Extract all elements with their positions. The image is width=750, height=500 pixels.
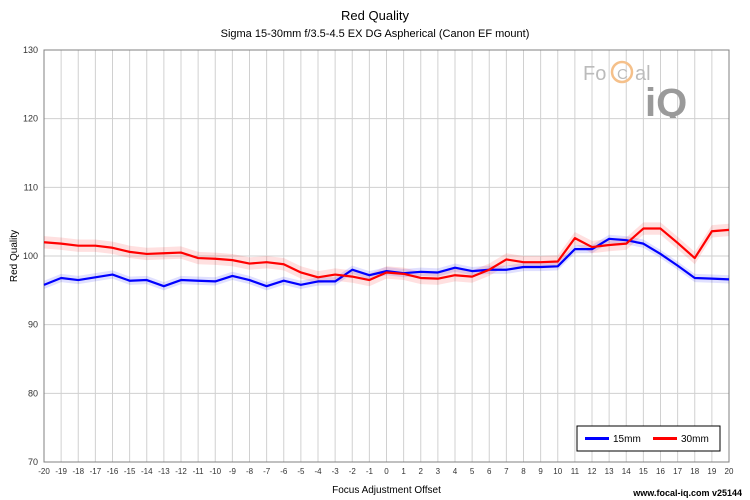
x-tick-label: 7 xyxy=(504,467,509,476)
logo-c: C xyxy=(617,66,628,83)
x-tick-label: -18 xyxy=(72,467,84,476)
x-tick-label: 8 xyxy=(521,467,526,476)
focal-iq-logo: Fo C al iQ xyxy=(583,60,687,118)
plot-border xyxy=(43,49,730,463)
x-tick-label: 1 xyxy=(401,467,406,476)
x-tick-label: -17 xyxy=(90,467,102,476)
legend-label-30mm: 30mm xyxy=(681,434,709,445)
y-axis-label: Red Quality xyxy=(9,230,20,282)
x-tick-label: 3 xyxy=(436,467,441,476)
x-tick-label: -4 xyxy=(314,467,322,476)
x-tick-label: 19 xyxy=(707,467,716,476)
x-tick-label: -19 xyxy=(55,467,67,476)
x-tick-label: -15 xyxy=(124,467,136,476)
x-tick-label: 2 xyxy=(419,467,424,476)
x-tick-label: 10 xyxy=(553,467,562,476)
x-tick-label: -3 xyxy=(332,467,340,476)
series-line-15mm xyxy=(43,237,730,288)
y-tick-label: 120 xyxy=(23,114,38,124)
series-line-30mm xyxy=(43,227,730,282)
y-tick-label: 100 xyxy=(23,251,38,261)
x-tick-label: 18 xyxy=(690,467,699,476)
x-tick-label: 12 xyxy=(588,467,597,476)
y-tick-label: 130 xyxy=(23,45,38,55)
x-tick-label: -8 xyxy=(246,467,254,476)
x-tick-label: 11 xyxy=(571,467,580,476)
legend: 15mm 30mm xyxy=(576,425,721,452)
x-tick-label: -2 xyxy=(349,467,357,476)
legend-label-15mm: 15mm xyxy=(613,434,641,445)
x-tick-label: 16 xyxy=(656,467,665,476)
x-tick-label: -5 xyxy=(297,467,305,476)
chart-title: Red Quality xyxy=(341,8,409,23)
footer-credit: www.focal-iq.com v25144 xyxy=(633,488,742,498)
x-tick-label: 15 xyxy=(639,467,648,476)
y-tick-label: 80 xyxy=(28,388,38,398)
y-tick-label: 70 xyxy=(28,457,38,467)
chart-subtitle: Sigma 15-30mm f/3.5-4.5 EX DG Aspherical… xyxy=(220,28,530,40)
x-tick-label: -13 xyxy=(158,467,170,476)
y-tick-label: 90 xyxy=(28,320,38,330)
legend-box xyxy=(576,425,721,452)
logo-iq: iQ xyxy=(645,81,687,118)
x-tick-label: 9 xyxy=(538,467,543,476)
x-tick-label: -1 xyxy=(366,467,374,476)
x-tick-label: 5 xyxy=(470,467,475,476)
x-tick-label: 17 xyxy=(673,467,682,476)
x-tick-label: 14 xyxy=(622,467,631,476)
x-tick-label: 6 xyxy=(487,467,492,476)
logo-al: al xyxy=(635,63,651,85)
x-tick-label: -20 xyxy=(38,467,50,476)
x-tick-label: -10 xyxy=(209,467,221,476)
x-tick-label: -7 xyxy=(263,467,271,476)
x-tick-label: -9 xyxy=(229,467,237,476)
x-tick-label: -12 xyxy=(175,467,187,476)
y-tick-label: 110 xyxy=(24,182,38,192)
x-tick-label: 0 xyxy=(384,467,389,476)
x-tick-label: -6 xyxy=(280,467,288,476)
x-tick-label: -14 xyxy=(141,467,153,476)
x-axis-label: Focus Adjustment Offset xyxy=(332,485,441,496)
logo-fo: Fo xyxy=(583,63,606,85)
x-tick-label: -11 xyxy=(193,467,205,476)
logo-c-ring xyxy=(610,60,634,84)
x-tick-label: 13 xyxy=(605,467,614,476)
x-tick-label: 20 xyxy=(725,467,734,476)
x-tick-label: 4 xyxy=(453,467,458,476)
x-tick-label: -16 xyxy=(107,467,119,476)
